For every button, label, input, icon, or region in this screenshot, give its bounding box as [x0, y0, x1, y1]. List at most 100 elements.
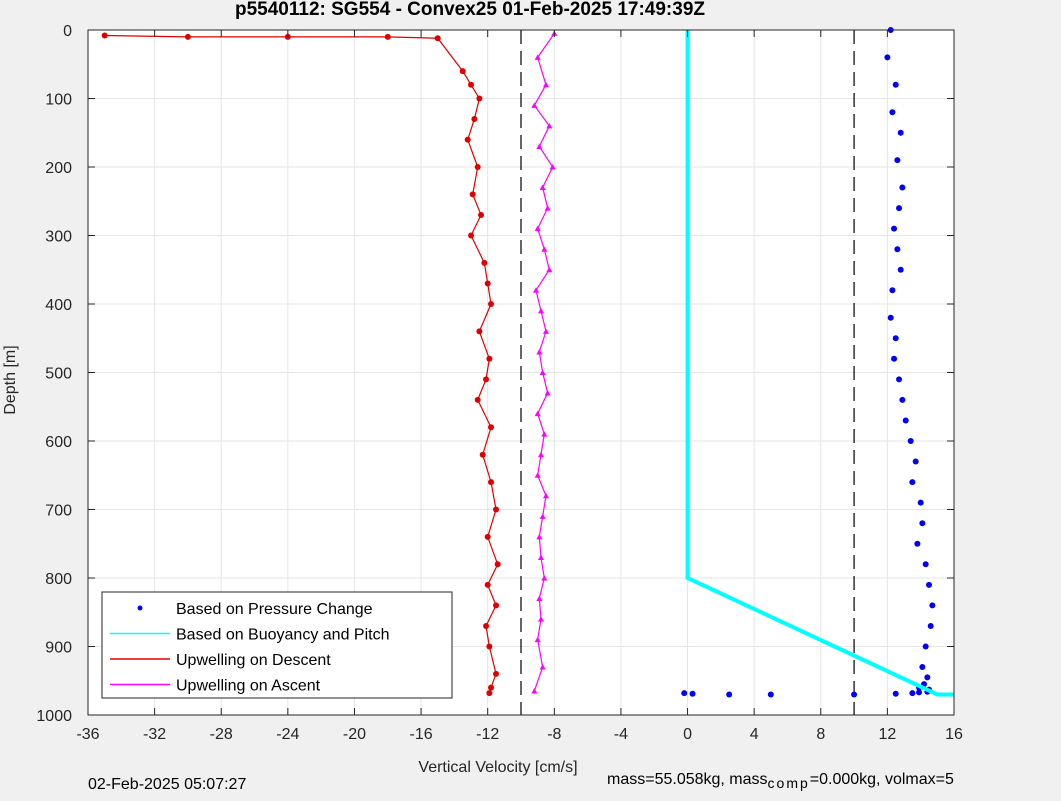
data-point [101, 32, 108, 39]
series-line [104, 34, 499, 694]
y-axis-label: Depth [m] [2, 345, 19, 414]
data-point [488, 479, 495, 486]
data-point [726, 691, 733, 698]
legend-label: Upwelling on Ascent [176, 678, 321, 695]
x-tick-label: 16 [945, 726, 963, 743]
data-point [536, 595, 543, 602]
data-point [459, 68, 466, 75]
x-tick-label: -12 [476, 726, 499, 743]
data-point [894, 157, 901, 164]
x-tick-label: 4 [750, 726, 759, 743]
data-point [539, 513, 546, 519]
x-tick-label: 8 [816, 726, 825, 743]
data-point [493, 602, 500, 609]
data-point [539, 369, 546, 375]
x-tick-label: -24 [276, 726, 299, 743]
y-tick-label: 500 [45, 366, 72, 383]
data-point [897, 129, 904, 136]
data-point [471, 116, 478, 123]
data-point [919, 664, 926, 671]
data-point [544, 205, 551, 211]
y-tick-label: 200 [45, 160, 72, 177]
data-point [896, 205, 903, 212]
legend-label: Based on Pressure Change [176, 601, 373, 618]
data-point [894, 246, 901, 253]
data-point [542, 81, 549, 88]
y-tick-label: 600 [45, 434, 72, 451]
x-tick-label: 0 [683, 726, 692, 743]
data-point [537, 554, 544, 560]
series-1 [685, 30, 954, 697]
data-point [476, 95, 483, 102]
data-point [483, 376, 490, 383]
y-tick-label: 0 [63, 23, 72, 40]
data-point [488, 424, 495, 431]
data-point [539, 184, 546, 191]
data-point [891, 355, 898, 362]
data-point [767, 691, 774, 698]
x-tick-label: -4 [614, 726, 628, 743]
data-point [689, 690, 696, 697]
data-point [546, 122, 553, 129]
data-point [474, 164, 481, 170]
x-tick-label: 12 [878, 726, 896, 743]
data-point [926, 581, 933, 588]
legend-label: Based on Buoyancy and Pitch [176, 627, 389, 644]
legend-label: Upwelling on Descent [176, 652, 331, 669]
data-point [486, 355, 493, 362]
data-point [889, 287, 896, 294]
data-point [542, 492, 549, 499]
data-point [476, 328, 483, 335]
data-point [481, 259, 488, 266]
legend-marker [137, 605, 143, 611]
legend-box [101, 591, 453, 699]
data-point [479, 451, 486, 458]
data-point [541, 246, 548, 252]
data-point [916, 689, 923, 696]
data-point [539, 664, 546, 670]
data-point [537, 307, 544, 314]
legend: Based on Pressure Change Based on Buoyanc… [101, 591, 453, 699]
mass-prefix: mass=55.058kg, mass [607, 771, 768, 788]
data-point [927, 622, 934, 629]
series-line [533, 33, 555, 692]
data-point [464, 136, 471, 143]
data-point [899, 184, 906, 191]
data-point [909, 479, 916, 486]
data-point [892, 335, 899, 342]
data-point [922, 561, 929, 568]
x-tick-label: -28 [210, 726, 233, 743]
data-point [469, 191, 476, 198]
data-point [544, 390, 551, 396]
data-point [537, 451, 544, 458]
data-point [484, 280, 491, 287]
data-point [534, 410, 541, 417]
data-point [546, 266, 553, 273]
data-point [534, 472, 541, 478]
data-point [889, 109, 896, 116]
series-2 [101, 32, 501, 697]
chart-title: p5540112: SG554 - Convex25 01-Feb-2025 1… [235, 0, 705, 20]
data-point [493, 506, 500, 513]
data-point [914, 540, 921, 547]
data-point [484, 581, 491, 588]
data-point [532, 287, 539, 293]
y-tick-label: 300 [45, 229, 72, 246]
y-tick-label: 100 [45, 92, 72, 109]
data-point [909, 690, 916, 697]
data-point [902, 417, 909, 424]
data-point [899, 396, 906, 403]
data-point [887, 314, 894, 321]
data-point [486, 643, 493, 650]
footer-mass: mass=55.058kg, masscomp=0.000kg, volmax=… [607, 771, 954, 791]
data-point [884, 54, 891, 61]
data-point [541, 575, 548, 581]
y-tick-label: 1000 [36, 708, 72, 725]
y-axis: 0 100 200 300 400 500 600 700 800 900 1000 [36, 23, 954, 725]
y-tick-label: 800 [45, 571, 72, 588]
data-point [924, 674, 931, 681]
x-tick-label: -32 [143, 726, 166, 743]
data-point [434, 35, 441, 42]
mass-suffix: =0.000kg, volmax=5 [809, 771, 954, 788]
data-point [537, 616, 544, 622]
